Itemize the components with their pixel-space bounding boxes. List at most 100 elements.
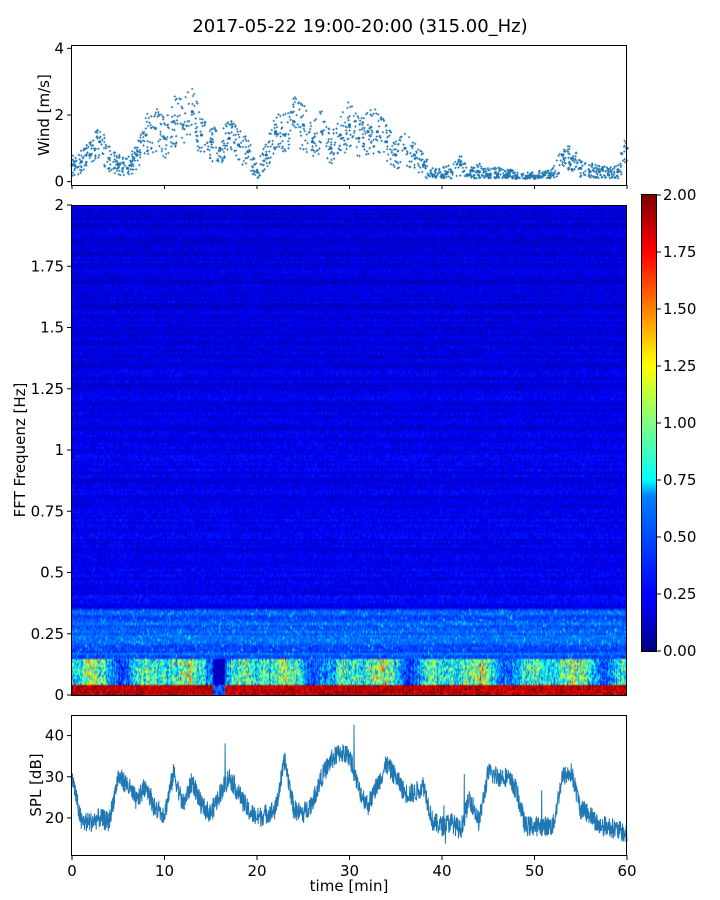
wind-marker (361, 132, 365, 136)
wind-marker (231, 125, 234, 128)
wind-marker (396, 162, 400, 165)
wind-marker (187, 102, 190, 105)
wind-marker (185, 133, 189, 136)
wind-marker (531, 175, 535, 178)
wind-marker (133, 157, 136, 160)
wind-marker (361, 123, 364, 126)
wind-marker (201, 124, 204, 128)
wind-marker (115, 154, 119, 158)
wind-marker (146, 149, 149, 152)
wind-marker (594, 163, 597, 167)
wind-marker (354, 125, 357, 128)
wind-marker (181, 107, 184, 110)
wind-marker (469, 171, 472, 175)
wind-marker (262, 169, 265, 173)
wind-marker (617, 168, 620, 171)
wind-marker (116, 161, 119, 164)
spectrogram-panel: 0 0.25 0.5 0.75 1 1.25 1.5 1.75 2 FFT Frequenz [… (11, 196, 627, 704)
spl-axes-frame (71, 715, 627, 856)
wind-marker (241, 139, 245, 142)
wind-marker (151, 141, 154, 145)
wind-marker (356, 115, 359, 118)
wind-marker (232, 133, 235, 137)
wind-marker (394, 140, 398, 143)
colorbar-tick-label: 0.75 (663, 471, 696, 489)
wind-marker (91, 144, 95, 147)
wind-marker (78, 158, 81, 161)
wind-marker (73, 167, 77, 170)
wind-marker (617, 164, 620, 167)
wind-marker (379, 118, 383, 121)
wind-marker (410, 155, 414, 158)
wind-marker (479, 165, 483, 168)
wind-marker (99, 135, 102, 138)
wind-marker (208, 129, 212, 133)
wind-marker (533, 176, 537, 179)
wind-marker (300, 103, 303, 106)
wind-marker (341, 111, 345, 114)
wind-marker (426, 173, 429, 177)
wind-marker (349, 133, 352, 136)
wind-marker (236, 130, 239, 133)
wind-marker (603, 165, 606, 168)
wind-point (403, 146, 407, 150)
wind-marker (328, 145, 331, 148)
wind-marker (513, 171, 516, 174)
spectrogram-ylabel: FFT Frequenz [Hz] (11, 383, 29, 518)
wind-marker (256, 175, 260, 179)
wind-marker (144, 116, 147, 120)
wind-marker (310, 148, 313, 152)
wind-marker (133, 146, 136, 150)
wind-marker (156, 115, 159, 118)
wind-marker (229, 146, 232, 149)
wind-point (320, 130, 324, 134)
wind-marker (292, 105, 295, 108)
wind-marker (475, 176, 478, 180)
wind-marker (568, 162, 571, 166)
wind-marker (230, 148, 233, 151)
wind-marker (173, 114, 176, 117)
wind-marker (117, 166, 120, 169)
wind-marker (170, 145, 173, 148)
wind-marker (196, 102, 199, 105)
spl-ytick-label: 20 (45, 809, 64, 827)
wind-marker (607, 170, 610, 173)
wind-marker (504, 176, 507, 179)
wind-marker (148, 141, 152, 144)
wind-marker (472, 174, 475, 177)
wind-marker (149, 123, 152, 127)
wind-marker (469, 170, 472, 173)
wind-marker (255, 168, 259, 171)
wind-marker (124, 164, 127, 168)
wind-marker (159, 113, 163, 116)
wind-marker (217, 154, 221, 158)
wind-marker (399, 136, 402, 139)
wind-marker (192, 112, 196, 116)
spl-xtick-label: 20 (247, 862, 266, 880)
wind-point (218, 146, 222, 150)
wind-marker (515, 173, 518, 177)
wind-marker (77, 165, 80, 168)
wind-marker (563, 161, 566, 164)
wind-marker (623, 150, 626, 153)
wind-marker (73, 173, 76, 177)
wind-marker (235, 154, 238, 157)
wind-marker (452, 162, 455, 166)
wind-marker (332, 152, 336, 155)
wind-marker (198, 146, 201, 150)
wind-marker (307, 131, 310, 134)
wind-marker (332, 157, 336, 160)
wind-marker (252, 172, 255, 175)
wind-marker (584, 162, 587, 165)
wind-marker (287, 139, 290, 143)
wind-marker (435, 168, 438, 171)
spl-ytick-label: 40 (45, 727, 64, 745)
wind-marker (596, 173, 599, 176)
wind-marker (322, 129, 326, 132)
wind-marker (311, 145, 314, 148)
wind-marker (348, 115, 351, 118)
wind-marker (599, 173, 602, 177)
wind-marker (318, 147, 321, 150)
wind-point (357, 136, 361, 140)
wind-marker (90, 147, 93, 150)
